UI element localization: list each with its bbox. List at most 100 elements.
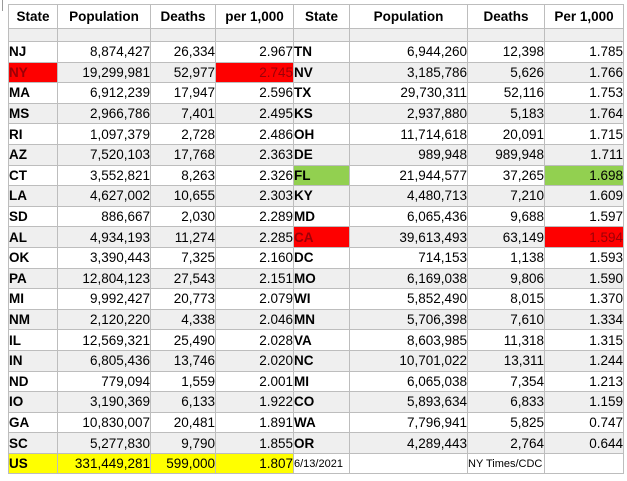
deaths-cell[interactable]: 2,728	[150, 123, 216, 145]
per-1000-cell[interactable]: 0.644	[544, 432, 624, 454]
per-1000-cell[interactable]: 2.028	[215, 329, 294, 351]
state-cell[interactable]: RI	[8, 123, 58, 145]
state-cell[interactable]: OH	[293, 123, 350, 145]
state-cell[interactable]: MO	[293, 267, 350, 290]
state-cell[interactable]: ND	[8, 370, 58, 393]
state-cell[interactable]: LA	[8, 185, 58, 207]
state-cell[interactable]: US	[8, 452, 58, 475]
population-cell[interactable]: 714,153	[349, 246, 468, 269]
population-cell[interactable]: 886,667	[57, 205, 151, 228]
population-cell[interactable]: 19,299,981	[57, 61, 151, 84]
per-1000-cell[interactable]: 2.079	[215, 288, 294, 310]
per-1000-cell[interactable]: 2.020	[215, 349, 294, 372]
col-header-population-right[interactable]: Population	[349, 4, 468, 29]
per-1000-cell[interactable]: 1.753	[544, 82, 624, 104]
deaths-cell[interactable]: 1,138	[467, 246, 545, 269]
empty-cell[interactable]	[544, 452, 624, 475]
state-cell[interactable]: AL	[8, 226, 58, 248]
state-cell[interactable]: WI	[293, 288, 350, 310]
per-1000-cell[interactable]: 2.285	[215, 226, 294, 248]
deaths-cell[interactable]: 2,764	[467, 432, 545, 454]
deaths-cell[interactable]: 12,398	[467, 41, 545, 63]
state-cell[interactable]: NM	[8, 308, 58, 331]
population-cell[interactable]: 21,944,577	[349, 164, 468, 187]
deaths-cell[interactable]: 26,334	[150, 41, 216, 63]
per-1000-cell[interactable]: 2.363	[215, 143, 294, 166]
col-header-deaths-right[interactable]: Deaths	[467, 4, 545, 29]
population-cell[interactable]: 779,094	[57, 370, 151, 393]
population-cell[interactable]: 5,893,634	[349, 391, 468, 413]
per-1000-cell[interactable]: 1.807	[215, 452, 294, 475]
deaths-cell[interactable]: 989,948	[467, 143, 545, 166]
empty-cell[interactable]	[544, 28, 624, 42]
per-1000-cell[interactable]: 2.289	[215, 205, 294, 228]
deaths-cell[interactable]: 20,481	[150, 411, 216, 434]
per-1000-cell[interactable]: 2.151	[215, 267, 294, 290]
empty-cell[interactable]	[57, 28, 151, 42]
population-cell[interactable]: 3,190,369	[57, 391, 151, 413]
deaths-cell[interactable]: 37,265	[467, 164, 545, 187]
population-cell[interactable]: 1,097,379	[57, 123, 151, 145]
state-cell[interactable]: IL	[8, 329, 58, 351]
state-cell[interactable]: NV	[293, 61, 350, 84]
per-1000-cell[interactable]: 1.764	[544, 102, 624, 125]
col-header-deaths-left[interactable]: Deaths	[150, 4, 216, 29]
per-1000-cell[interactable]: 1.609	[544, 185, 624, 207]
state-cell[interactable]: DC	[293, 246, 350, 269]
col-header-state-right[interactable]: State	[293, 4, 350, 29]
deaths-cell[interactable]: 9,790	[150, 432, 216, 454]
deaths-cell[interactable]: 7,325	[150, 246, 216, 269]
per-1000-cell[interactable]: 2.001	[215, 370, 294, 393]
deaths-cell[interactable]: 599,000	[150, 452, 216, 475]
per-1000-cell[interactable]: 1.315	[544, 329, 624, 351]
population-cell[interactable]: 331,449,281	[57, 452, 151, 475]
per-1000-cell[interactable]: 1.597	[544, 205, 624, 228]
per-1000-cell[interactable]: 1.590	[544, 267, 624, 290]
population-cell[interactable]: 9,992,427	[57, 288, 151, 310]
deaths-cell[interactable]: 9,688	[467, 205, 545, 228]
state-cell[interactable]: VA	[293, 329, 350, 351]
deaths-cell[interactable]: 20,773	[150, 288, 216, 310]
per-1000-cell[interactable]: 1.593	[544, 246, 624, 269]
deaths-cell[interactable]: 17,768	[150, 143, 216, 166]
state-cell[interactable]: PA	[8, 267, 58, 290]
deaths-cell[interactable]: 5,825	[467, 411, 545, 434]
empty-cell[interactable]	[215, 28, 294, 42]
deaths-cell[interactable]: 27,543	[150, 267, 216, 290]
per-1000-cell[interactable]: 1.334	[544, 308, 624, 331]
per-1000-cell[interactable]: 1.370	[544, 288, 624, 310]
per-1000-cell[interactable]: 1.159	[544, 391, 624, 413]
state-cell[interactable]: NY	[8, 61, 58, 84]
state-cell[interactable]: FL	[293, 164, 350, 187]
per-1000-cell[interactable]: 1.244	[544, 349, 624, 372]
deaths-cell[interactable]: 1,559	[150, 370, 216, 393]
deaths-cell[interactable]: 17,947	[150, 82, 216, 104]
state-cell[interactable]: CT	[8, 164, 58, 187]
state-cell[interactable]: AZ	[8, 143, 58, 166]
population-cell[interactable]: 10,830,007	[57, 411, 151, 434]
state-cell[interactable]: TX	[293, 82, 350, 104]
per-1000-cell[interactable]: 2.495	[215, 102, 294, 125]
deaths-cell[interactable]: 20,091	[467, 123, 545, 145]
deaths-cell[interactable]: 8,015	[467, 288, 545, 310]
col-header-per-1000-right[interactable]: Per 1,000	[544, 4, 624, 29]
state-cell[interactable]: IN	[8, 349, 58, 372]
population-cell[interactable]: 29,730,311	[349, 82, 468, 104]
deaths-cell[interactable]: 2,030	[150, 205, 216, 228]
deaths-cell[interactable]: 5,626	[467, 61, 545, 84]
state-cell[interactable]: DE	[293, 143, 350, 166]
deaths-cell[interactable]: 11,274	[150, 226, 216, 248]
per-1000-cell[interactable]: 2.160	[215, 246, 294, 269]
per-1000-cell[interactable]: 1.922	[215, 391, 294, 413]
per-1000-cell[interactable]: 2.745	[215, 61, 294, 84]
empty-cell[interactable]	[349, 452, 468, 475]
population-cell[interactable]: 8,874,427	[57, 41, 151, 63]
state-cell[interactable]: KS	[293, 102, 350, 125]
per-1000-cell[interactable]: 1.785	[544, 41, 624, 63]
col-header-state-left[interactable]: State	[8, 4, 58, 29]
deaths-cell[interactable]: 13,311	[467, 349, 545, 372]
empty-cell[interactable]	[467, 28, 545, 42]
empty-cell[interactable]	[293, 28, 350, 42]
state-cell[interactable]: TN	[293, 41, 350, 63]
population-cell[interactable]: 6,944,260	[349, 41, 468, 63]
